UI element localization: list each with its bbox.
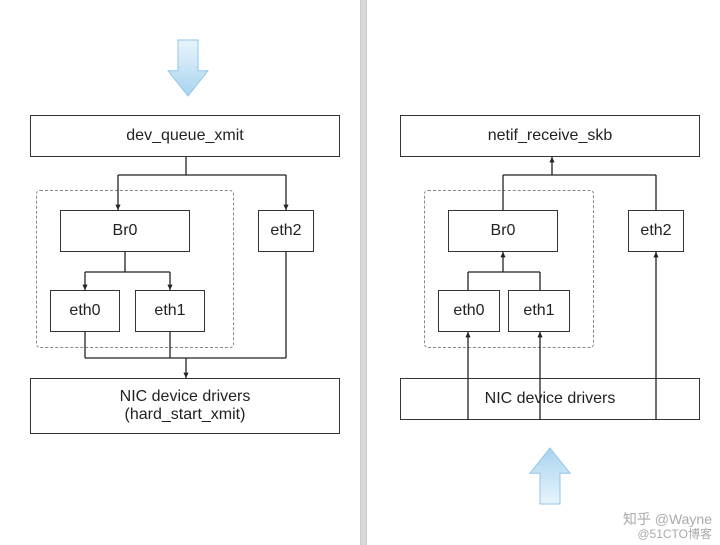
diagram-canvas: dev_queue_xmit Br0 eth0 eth1 eth2 NIC de…: [0, 0, 720, 545]
center-divider: [360, 0, 367, 545]
label: eth1: [523, 302, 554, 320]
left-eth1-box: eth1: [135, 290, 205, 332]
label: NIC device drivers (hard_start_xmit): [120, 388, 251, 424]
label: eth0: [453, 302, 484, 320]
right-eth0-box: eth0: [438, 290, 500, 332]
right-top-box: netif_receive_skb: [400, 115, 700, 157]
label: Br0: [113, 222, 138, 240]
watermark-line2: @51CTO博客: [623, 528, 712, 541]
right-bottom-box: NIC device drivers: [400, 378, 700, 420]
left-top-box: dev_queue_xmit: [30, 115, 340, 157]
watermark-line1: 知乎 @Wayne: [623, 512, 712, 527]
left-eth0-box: eth0: [50, 290, 120, 332]
watermark: 知乎 @Wayne @51CTO博客: [623, 512, 712, 541]
left-eth2-box: eth2: [258, 210, 314, 252]
label: dev_queue_xmit: [126, 127, 243, 145]
left-bottom-box: NIC device drivers (hard_start_xmit): [30, 378, 340, 434]
label: netif_receive_skb: [488, 127, 613, 145]
label: eth2: [640, 222, 671, 240]
left-br0-box: Br0: [60, 210, 190, 252]
label: NIC device drivers: [485, 390, 616, 408]
label: eth2: [270, 222, 301, 240]
right-br0-box: Br0: [448, 210, 558, 252]
right-eth1-box: eth1: [508, 290, 570, 332]
right-eth2-box: eth2: [628, 210, 684, 252]
label: eth1: [154, 302, 185, 320]
label: eth0: [69, 302, 100, 320]
label: Br0: [491, 222, 516, 240]
